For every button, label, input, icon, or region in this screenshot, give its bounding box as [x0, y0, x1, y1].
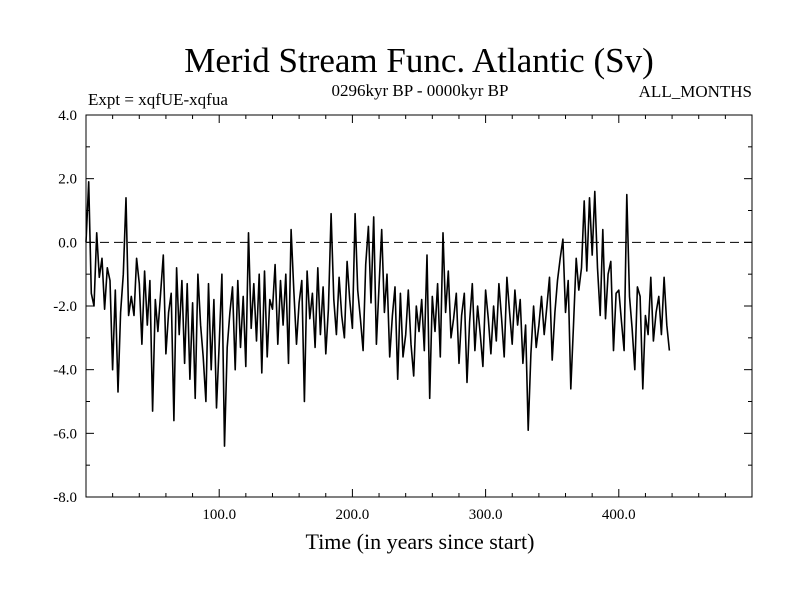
y-tick-label: -8.0: [53, 490, 77, 506]
x-tick-label: 100.0: [202, 507, 236, 523]
x-axis-label: Time (in years since start): [306, 529, 535, 554]
time-range-label: 0296kyr BP - 0000kyr BP: [332, 81, 509, 100]
x-tick-label: 300.0: [469, 507, 503, 523]
x-tick-label: 200.0: [336, 507, 370, 523]
series-line: [85, 181, 671, 447]
plot-area: 100.0 200.0 300.0 400.0 4.0 2.0 0.0 -2.0 -4.0 -6.…: [53, 108, 753, 523]
experiment-label: Expt = xqfUE-xqfua: [88, 90, 228, 109]
chart-title: Merid Stream Func. Atlantic (Sv): [184, 41, 654, 80]
y-tick-label: 4.0: [58, 108, 77, 124]
y-tick-label: -2.0: [53, 299, 77, 315]
y-tick-label: 0.0: [58, 235, 77, 251]
months-label: ALL_MONTHS: [639, 82, 752, 101]
y-tick-label: -6.0: [53, 426, 77, 442]
y-tick-label: 2.0: [58, 172, 77, 188]
x-tick-label: 400.0: [602, 507, 636, 523]
y-tick-label: -4.0: [53, 363, 77, 379]
